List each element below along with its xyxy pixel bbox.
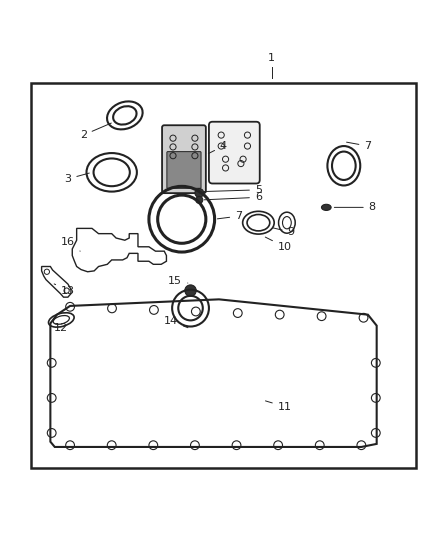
Text: 11: 11 bbox=[265, 401, 292, 411]
FancyBboxPatch shape bbox=[162, 125, 206, 193]
Text: 5: 5 bbox=[204, 185, 262, 195]
Text: 1: 1 bbox=[268, 53, 275, 63]
Text: 7: 7 bbox=[346, 141, 371, 151]
Text: 3: 3 bbox=[64, 173, 89, 184]
Text: 15: 15 bbox=[168, 276, 188, 286]
Text: 16: 16 bbox=[61, 237, 80, 251]
Text: 13: 13 bbox=[54, 284, 75, 296]
Text: 8: 8 bbox=[334, 203, 376, 212]
Text: 4: 4 bbox=[208, 141, 227, 154]
Text: 9: 9 bbox=[272, 228, 295, 237]
Circle shape bbox=[196, 197, 203, 204]
Text: 7: 7 bbox=[217, 211, 242, 221]
Circle shape bbox=[185, 285, 196, 296]
Text: 2: 2 bbox=[80, 123, 111, 140]
Text: 10: 10 bbox=[265, 237, 292, 252]
Text: 6: 6 bbox=[204, 192, 262, 203]
Ellipse shape bbox=[321, 204, 331, 211]
Bar bbox=[31, 83, 416, 468]
FancyBboxPatch shape bbox=[209, 122, 260, 183]
FancyBboxPatch shape bbox=[167, 151, 201, 188]
Circle shape bbox=[195, 189, 204, 197]
Text: 12: 12 bbox=[54, 323, 68, 333]
Text: 14: 14 bbox=[164, 316, 188, 328]
